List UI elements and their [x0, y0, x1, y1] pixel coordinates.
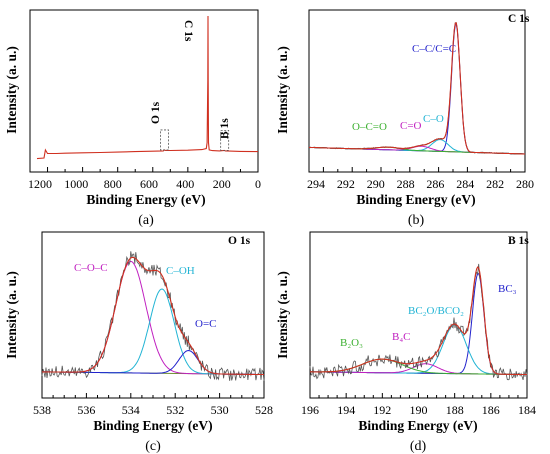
panel-b-axes-frame: [308, 9, 526, 173]
panel-a-axes-frame: [29, 9, 259, 173]
panel-d-label-bc3: BC₃: [498, 283, 517, 295]
panel-b-c1s-chart: 294 292 290 288 286 284 282 280 Binding …: [275, 9, 534, 207]
panel-c-label-coh: C–OH: [166, 265, 195, 277]
panel-d-label-b4c: B₄C: [392, 331, 411, 343]
panel-a-survey-line: [36, 15, 259, 160]
panel-a-ylabel: Intensity (a. u.): [4, 46, 19, 134]
panel-c-peak-0: [41, 260, 265, 376]
panel-a-xtick: 200: [213, 177, 231, 191]
panel-a-xtick: 400: [176, 177, 194, 191]
panel-a-annotation-o1s: O 1s: [150, 101, 162, 124]
panel-b-envelope-line: [309, 22, 525, 155]
panel-c-label-coc: C–O–C: [74, 262, 108, 274]
panel-c-xtick: 528: [255, 403, 273, 417]
panel-d-xtick: 184: [518, 403, 536, 417]
panel-d-xtick: 194: [337, 403, 355, 417]
panel-d-title: B 1s: [508, 235, 529, 247]
panel-c-peak-1: [41, 288, 265, 376]
panel-c-raw-data-line: [41, 251, 265, 381]
panel-d-xtick: 186: [482, 403, 500, 417]
panel-d-ylabel: Intensity (a. u.): [275, 271, 290, 359]
panel-b-xlabel: Binding Energy (eV): [356, 192, 475, 207]
panel-c-xlabel: Binding Energy (eV): [93, 418, 212, 433]
subfigure-label-c: (c): [145, 439, 161, 454]
panel-c-title: O 1s: [228, 235, 251, 247]
panel-a-annotation-b1s: B 1s: [219, 118, 231, 139]
panel-a-xtick: 600: [140, 177, 158, 191]
panel-b-xtick: 292: [337, 177, 355, 191]
panel-b-label-co: C–O: [423, 113, 444, 125]
panel-b-xtick: 290: [367, 177, 385, 191]
panel-a-survey-chart: 1200 1000 800 600 400 200 0 Binding Ener…: [4, 9, 261, 207]
panel-c-ylabel: Intensity (a. u.): [4, 271, 19, 359]
subfigure-label-d: (d): [410, 439, 427, 454]
panel-c-xtick: 536: [77, 403, 95, 417]
panel-d-label-bc2o: BC₂O/BCO₂: [408, 305, 464, 317]
panel-b-xtick: 288: [397, 177, 415, 191]
panel-a-xtick: 1200: [28, 177, 52, 191]
panel-d-xtick: 192: [373, 403, 391, 417]
panel-d-xtick: 196: [301, 403, 319, 417]
panel-c-xtick: 530: [211, 403, 229, 417]
panel-b-xtick: 284: [456, 177, 474, 191]
panel-c-xtick: 534: [122, 403, 140, 417]
panel-a-xlabel: Binding Energy (eV): [86, 192, 205, 207]
subfigure-label-b: (b): [408, 213, 425, 228]
panel-d-xlabel: Binding Energy (eV): [358, 418, 477, 433]
panel-a-o1s-box: [160, 129, 169, 151]
panel-d-xtick: 188: [446, 403, 464, 417]
panel-d-xtick: 190: [410, 403, 428, 417]
panel-a-annotation-c1s: C 1s: [182, 20, 194, 42]
panel-b-title: C 1s: [508, 13, 530, 25]
panel-b-ylabel: Intensity (a. u.): [275, 46, 290, 134]
panel-b-label-c-eq-o: C=O: [400, 120, 422, 132]
panel-b-label-oco: O–C=O: [352, 121, 387, 133]
panel-a-xtick: 800: [104, 177, 122, 191]
panel-d-b1s-chart: 196 194 192 190 188 186 184 Binding Ener…: [275, 231, 536, 433]
panel-c-xtick: 538: [33, 403, 51, 417]
panel-b-xtick: 280: [516, 177, 534, 191]
panel-a-b1s-box: [220, 129, 230, 151]
subfigure-label-a: (a): [138, 213, 154, 228]
panel-b-xtick: 282: [486, 177, 504, 191]
panel-c-envelope-line: [41, 256, 265, 376]
panel-a-xtick: 0: [255, 177, 261, 191]
panel-c-label-oc: O=C: [195, 318, 216, 330]
panel-b-xtick: 294: [307, 177, 325, 191]
panel-d-label-b2o3: B₂O₃: [340, 337, 363, 349]
panel-a-xtick: 1000: [64, 177, 88, 191]
panel-b-xtick: 286: [426, 177, 444, 191]
panel-d-envelope-line: [310, 266, 528, 376]
panel-c-o1s-chart: 538 536 534 532 530 528 Binding Energy (…: [4, 231, 273, 433]
panel-b-label-cc: C–C/C=C: [412, 43, 456, 55]
panel-d-peak-1: [309, 324, 528, 376]
panel-c-xtick: 532: [166, 403, 184, 417]
